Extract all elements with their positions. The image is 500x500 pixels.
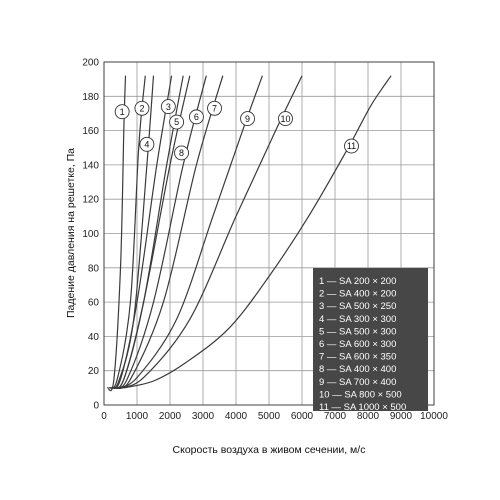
callout-circle xyxy=(160,99,176,115)
x-tick-label: 7000 xyxy=(324,411,347,422)
callout-label: 11 xyxy=(347,141,356,151)
callout-5: 5 xyxy=(169,114,185,130)
callout-circle xyxy=(139,136,155,152)
y-tick-label: 140 xyxy=(82,160,99,171)
y-tick-label: 40 xyxy=(88,332,100,343)
callout-6: 6 xyxy=(188,109,204,125)
legend-entry: 7 — SA 600 × 350 xyxy=(319,352,396,363)
y-tick-label: 160 xyxy=(82,126,99,137)
x-tick-label: 5000 xyxy=(258,411,281,422)
callout-circle xyxy=(344,138,359,154)
callout-circle xyxy=(174,145,190,161)
y-tick-label: 200 xyxy=(82,58,99,69)
y-axis-label: Падение давления на решетке, Па xyxy=(65,148,77,318)
legend-entry: 11 — SA 1000 × 500 xyxy=(319,402,406,413)
y-tick-label: 120 xyxy=(82,195,99,206)
callout-label: 2 xyxy=(139,104,144,114)
legend-entry: 8 — SA 400 × 400 xyxy=(319,364,396,375)
callout-7: 7 xyxy=(207,100,223,116)
x-tick-label: 2000 xyxy=(159,411,182,422)
legend-entry: 9 — SA 700 × 400 xyxy=(319,377,396,388)
series-line-10 xyxy=(118,75,303,389)
y-tick-label: 100 xyxy=(82,229,99,240)
y-tick-label: 0 xyxy=(93,401,99,412)
legend-background xyxy=(313,268,428,411)
legend-entry: 2 — SA 400 × 200 xyxy=(319,289,396,300)
callout-1: 1 xyxy=(114,104,130,120)
legend-entry: 4 — SA 300 × 300 xyxy=(319,314,396,325)
series-line-2 xyxy=(108,75,146,389)
callout-circle xyxy=(207,100,223,116)
y-tick-label: 60 xyxy=(88,298,100,309)
callout-circle xyxy=(278,111,293,127)
x-tick-label: 4000 xyxy=(225,411,248,422)
callout-circle xyxy=(188,109,204,125)
legend-entry: 1 — SA 200 × 200 xyxy=(319,276,396,287)
legend-entry: 5 — SA 500 × 300 xyxy=(319,326,396,337)
callout-2: 2 xyxy=(134,100,150,116)
callout-11: 11 xyxy=(344,138,359,154)
callout-label: 5 xyxy=(174,117,179,127)
legend-entry: 3 — SA 500 × 250 xyxy=(319,301,396,312)
ticks-layer: 0 1000 2000 3000 4000 5000 6000 7000 8000 9000 100… xyxy=(82,58,448,423)
callout-circle xyxy=(169,114,185,130)
callout-10: 10 xyxy=(278,111,293,127)
callout-8: 8 xyxy=(174,145,190,161)
callout-label: 4 xyxy=(144,140,149,150)
series-line-7 xyxy=(115,75,224,389)
plot-frame xyxy=(103,61,435,406)
callout-label: 10 xyxy=(280,114,290,124)
callout-label: 1 xyxy=(120,107,125,117)
x-tick-label: 9000 xyxy=(390,411,413,422)
callouts-layer: 1 2 3 4 5 6 7 8 9 10 11 xyxy=(114,99,359,161)
series-line-6 xyxy=(113,75,207,389)
x-tick-label: 1000 xyxy=(126,411,149,422)
callout-label: 3 xyxy=(166,102,171,112)
y-tick-label: 80 xyxy=(88,263,100,274)
series-line-4 xyxy=(110,75,155,389)
legend-entry: 10 — SA 800 × 500 xyxy=(319,389,402,400)
callout-circle xyxy=(114,104,130,120)
x-tick-label: 6000 xyxy=(291,411,314,422)
callout-label: 7 xyxy=(212,104,217,114)
callout-3: 3 xyxy=(160,99,176,115)
y-tick-label: 20 xyxy=(88,366,100,377)
x-tick-label: 8000 xyxy=(357,411,380,422)
y-tick-label: 180 xyxy=(82,92,99,103)
callout-label: 9 xyxy=(245,114,250,124)
series-line-8 xyxy=(111,75,191,389)
callout-circle xyxy=(134,100,150,116)
callout-label: 8 xyxy=(179,148,184,158)
callout-label: 6 xyxy=(194,112,199,122)
x-tick-label: 3000 xyxy=(192,411,215,422)
callout-4: 4 xyxy=(139,136,155,152)
legend-entry: 6 — SA 600 × 300 xyxy=(319,339,396,350)
callout-9: 9 xyxy=(240,111,256,127)
x-axis-label: Скорость воздуха в живом сечении, м/с xyxy=(173,444,366,456)
series-line-9 xyxy=(116,75,263,389)
callout-circle xyxy=(240,111,256,127)
x-tick-label: 0 xyxy=(101,411,107,422)
x-tick-label: 10000 xyxy=(420,411,448,422)
series-line-3 xyxy=(110,75,173,389)
series-line-11 xyxy=(123,75,392,389)
